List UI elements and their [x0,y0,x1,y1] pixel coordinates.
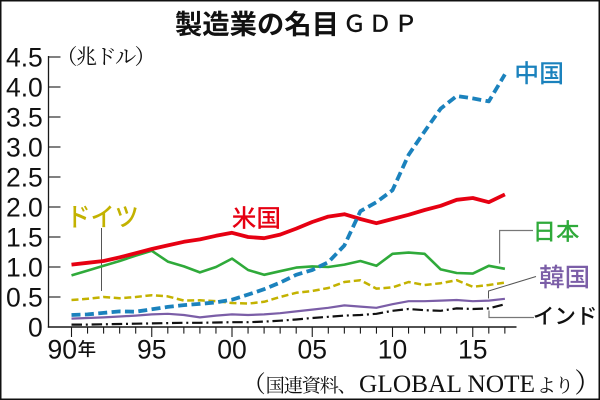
svg-text:10: 10 [378,334,407,364]
svg-text:1.5: 1.5 [6,223,43,253]
svg-text:4.5: 4.5 [6,43,43,73]
svg-text:15: 15 [458,334,487,364]
svg-text:1.0: 1.0 [6,253,43,283]
svg-text:00: 00 [217,334,246,364]
svg-text:2.5: 2.5 [6,163,43,193]
svg-text:95: 95 [137,334,166,364]
svg-text:4.0: 4.0 [6,73,43,103]
svg-text:GLOBAL NOTE: GLOBAL NOTE [359,370,535,398]
svg-text:3.5: 3.5 [6,103,43,133]
svg-text:0: 0 [28,313,43,343]
svg-text:05: 05 [297,334,326,364]
svg-text:3.0: 3.0 [6,133,43,163]
svg-text:2.0: 2.0 [6,193,43,223]
svg-text:0.5: 0.5 [6,283,43,313]
svg-text:90: 90 [48,334,77,364]
